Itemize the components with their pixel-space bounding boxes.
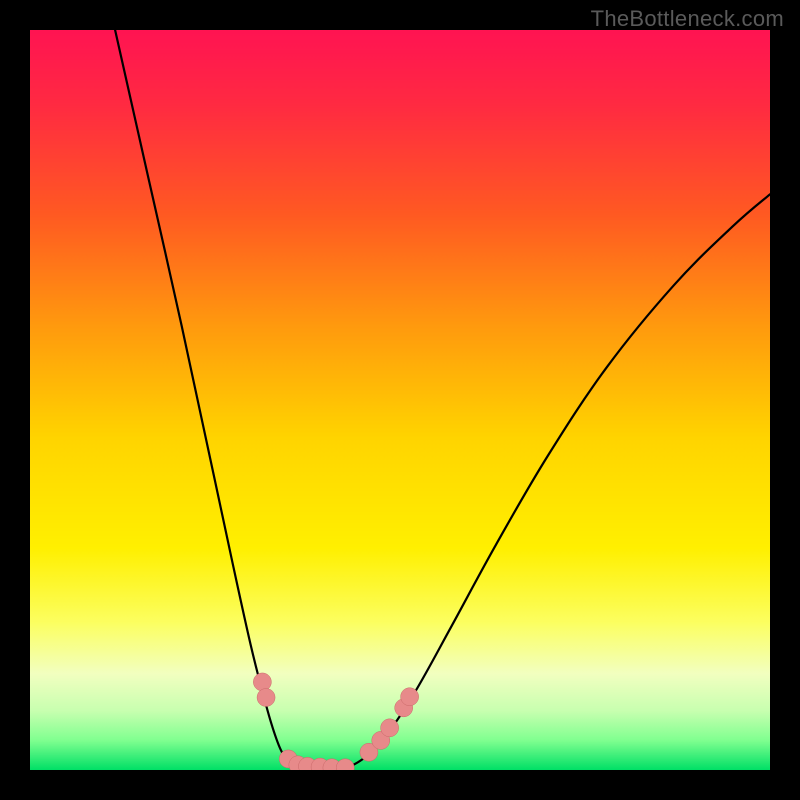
chart-area — [30, 30, 770, 770]
marker-dot — [401, 688, 419, 706]
marker-dot — [257, 688, 275, 706]
marker-dot — [253, 673, 271, 691]
marker-dot — [381, 719, 399, 737]
curve-overlay — [30, 30, 770, 770]
watermark-text: TheBottleneck.com — [591, 6, 784, 32]
bottleneck-curve — [115, 30, 770, 770]
marker-group — [253, 673, 418, 770]
marker-dot — [336, 759, 354, 770]
